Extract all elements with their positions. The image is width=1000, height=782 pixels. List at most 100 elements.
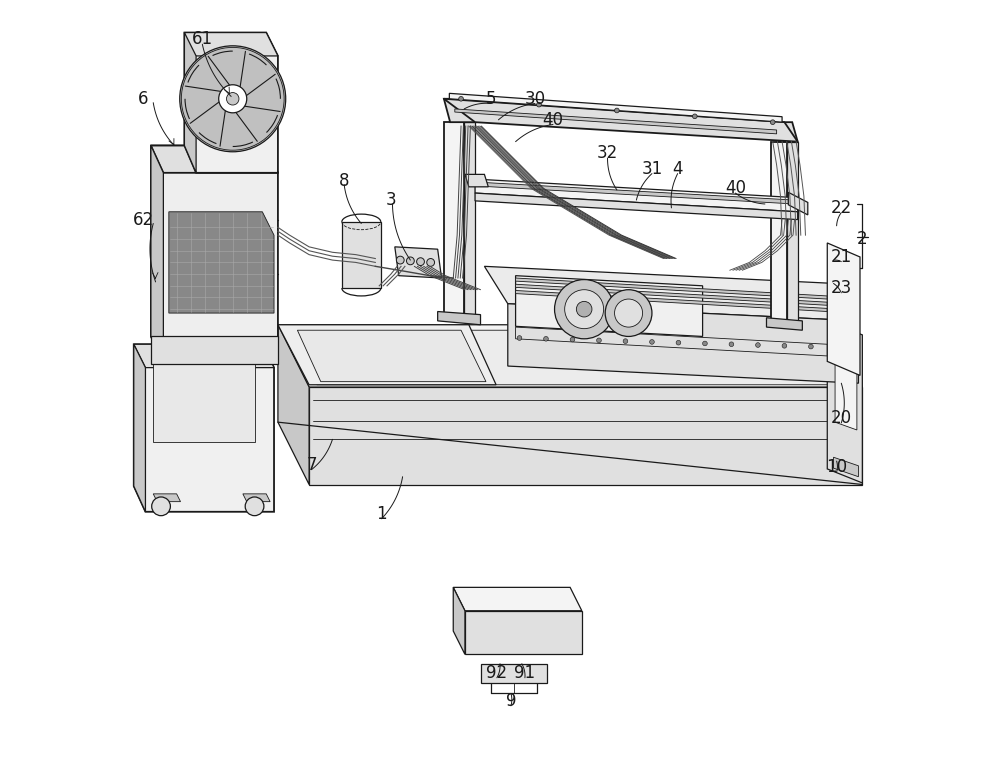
- Polygon shape: [395, 247, 442, 278]
- Polygon shape: [153, 360, 255, 442]
- Circle shape: [703, 341, 707, 346]
- Text: 5: 5: [485, 90, 496, 108]
- Polygon shape: [827, 243, 860, 375]
- Text: 23: 23: [831, 279, 852, 297]
- Polygon shape: [481, 664, 547, 683]
- Polygon shape: [827, 321, 862, 483]
- Polygon shape: [465, 611, 582, 655]
- Circle shape: [570, 337, 575, 342]
- Text: 62: 62: [133, 210, 154, 228]
- Polygon shape: [516, 276, 703, 336]
- Polygon shape: [771, 142, 787, 321]
- Circle shape: [427, 259, 435, 267]
- Text: 40: 40: [542, 111, 563, 129]
- Polygon shape: [278, 325, 862, 387]
- Circle shape: [555, 280, 614, 339]
- Text: 22: 22: [831, 199, 852, 217]
- Circle shape: [219, 84, 247, 113]
- Circle shape: [180, 46, 286, 152]
- Polygon shape: [184, 33, 278, 56]
- Text: 2: 2: [857, 230, 868, 248]
- Polygon shape: [465, 174, 488, 187]
- Circle shape: [809, 344, 813, 349]
- Polygon shape: [478, 182, 795, 204]
- Text: 21: 21: [831, 248, 852, 266]
- Polygon shape: [153, 494, 181, 501]
- Circle shape: [406, 257, 414, 265]
- Polygon shape: [484, 267, 858, 321]
- Polygon shape: [508, 303, 858, 383]
- Circle shape: [245, 497, 264, 515]
- Circle shape: [537, 102, 541, 107]
- Polygon shape: [184, 33, 278, 173]
- Polygon shape: [278, 325, 496, 385]
- Text: 7: 7: [306, 456, 317, 474]
- Polygon shape: [438, 311, 481, 325]
- Circle shape: [152, 497, 170, 515]
- Text: 40: 40: [725, 179, 746, 197]
- Polygon shape: [151, 145, 278, 173]
- Circle shape: [782, 343, 787, 348]
- Polygon shape: [464, 122, 475, 314]
- Circle shape: [417, 258, 424, 266]
- Circle shape: [565, 289, 604, 328]
- Text: 3: 3: [386, 191, 396, 209]
- Circle shape: [605, 289, 652, 336]
- Circle shape: [650, 339, 654, 344]
- Polygon shape: [151, 145, 163, 364]
- Text: 91: 91: [514, 664, 535, 682]
- Polygon shape: [278, 325, 309, 485]
- Polygon shape: [516, 284, 827, 305]
- Text: 4: 4: [672, 160, 683, 178]
- Polygon shape: [787, 142, 798, 321]
- Polygon shape: [834, 457, 858, 477]
- Polygon shape: [309, 387, 862, 485]
- Polygon shape: [516, 327, 827, 356]
- Circle shape: [729, 342, 734, 346]
- Circle shape: [396, 256, 404, 264]
- Polygon shape: [169, 212, 274, 313]
- Polygon shape: [151, 336, 278, 364]
- Text: 30: 30: [525, 90, 546, 108]
- Circle shape: [770, 120, 775, 124]
- Circle shape: [692, 114, 697, 119]
- Polygon shape: [444, 99, 475, 122]
- Polygon shape: [835, 344, 857, 430]
- Polygon shape: [453, 587, 465, 655]
- Polygon shape: [771, 122, 798, 142]
- Circle shape: [597, 338, 601, 343]
- Polygon shape: [444, 122, 464, 314]
- Polygon shape: [243, 494, 270, 501]
- Polygon shape: [475, 193, 798, 220]
- Polygon shape: [455, 109, 777, 134]
- Text: 31: 31: [641, 160, 663, 178]
- Circle shape: [517, 335, 522, 340]
- Polygon shape: [134, 344, 145, 511]
- Text: 1: 1: [376, 505, 387, 523]
- Polygon shape: [788, 192, 808, 215]
- Circle shape: [756, 343, 760, 347]
- Circle shape: [615, 299, 643, 327]
- Polygon shape: [516, 278, 827, 299]
- Circle shape: [576, 301, 592, 317]
- Circle shape: [623, 339, 628, 343]
- Text: 61: 61: [192, 30, 213, 48]
- Polygon shape: [134, 344, 274, 368]
- Circle shape: [226, 92, 239, 105]
- Polygon shape: [184, 33, 196, 173]
- Text: 20: 20: [831, 409, 852, 427]
- Circle shape: [676, 340, 681, 345]
- Text: 8: 8: [339, 171, 349, 189]
- Circle shape: [544, 336, 548, 341]
- Circle shape: [615, 108, 619, 113]
- Text: 32: 32: [597, 145, 618, 163]
- Text: 92: 92: [486, 664, 507, 682]
- Polygon shape: [516, 290, 827, 311]
- Polygon shape: [475, 179, 798, 212]
- Polygon shape: [453, 587, 582, 611]
- Polygon shape: [297, 330, 486, 382]
- Polygon shape: [444, 99, 798, 142]
- Text: 9: 9: [506, 692, 516, 710]
- Polygon shape: [151, 145, 278, 364]
- Text: 10: 10: [826, 458, 847, 476]
